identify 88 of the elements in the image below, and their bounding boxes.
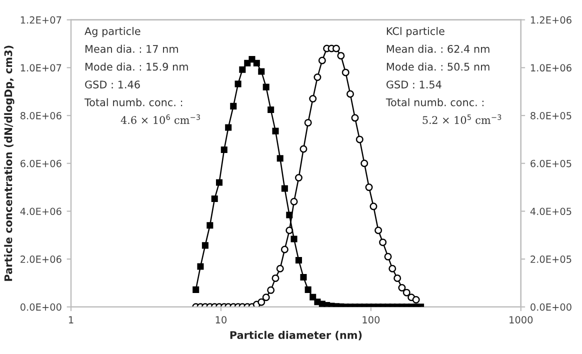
point (290, 236, 298, 242)
point (262, 294, 270, 302)
point (197, 263, 204, 270)
point (234, 80, 242, 88)
annotation: 5.2 × 10$^{5}$ cm$^{−3}$ (422, 114, 502, 124)
point (267, 286, 275, 294)
point (342, 68, 350, 76)
x-tick-label: 100 (362, 316, 380, 324)
point (412, 296, 420, 304)
point (295, 257, 302, 264)
point (360, 160, 368, 168)
point (272, 274, 280, 282)
point (244, 60, 251, 66)
x-tick-label: 1 (68, 316, 74, 324)
point (248, 56, 256, 63)
point (216, 179, 223, 186)
point (356, 136, 364, 144)
point (384, 252, 392, 260)
point (230, 102, 237, 110)
point (286, 212, 293, 218)
annotation: Total numb. conc. : (84, 98, 182, 106)
point (394, 274, 402, 282)
annotation: GSD : 1.46 (85, 80, 140, 88)
y-tick-label: 1.2E+07 (20, 16, 62, 24)
point (310, 294, 316, 300)
point (225, 124, 232, 131)
point (280, 246, 288, 254)
annotation: Ag particle (84, 27, 140, 38)
point (374, 226, 382, 234)
y2-tick-label: 6.0E+05 (530, 160, 572, 168)
point (276, 155, 284, 162)
y-axis-title: Particle concentration (dN/dlogDp, cm3) (4, 46, 14, 281)
point (370, 202, 378, 210)
point (290, 198, 298, 206)
point (211, 196, 218, 202)
y2-tick-label: 1.2E+06 (530, 16, 572, 24)
annotation: Mode dia. : 15.9 nm (86, 62, 188, 71)
y-tick-label: 1.0E+07 (20, 64, 62, 72)
point (346, 90, 354, 98)
y2-tick-label: 8.0E+05 (530, 112, 572, 120)
y-tick-label: 8.0E+06 (20, 112, 62, 120)
annotation: Mean dia. : 17 nm (86, 44, 178, 53)
y-tick-label: 4.0E+06 (20, 208, 62, 216)
point (281, 185, 288, 192)
point (398, 284, 406, 292)
annotation: Total numb. conc. : (386, 98, 484, 106)
y-tick-label: 6.0E+06 (20, 160, 62, 168)
point (388, 264, 396, 272)
point (304, 118, 312, 126)
point (239, 66, 246, 73)
point (262, 84, 270, 90)
x-tick-label: 1000 (510, 316, 533, 324)
point (402, 288, 410, 296)
point (379, 238, 387, 246)
y-tick-label: 2.0E+06 (20, 256, 62, 263)
annotation: Mean dia. : 62.4 nm (386, 44, 490, 53)
x-axis-title: Particle diameter (nm) (230, 330, 362, 340)
point (332, 44, 340, 52)
point (253, 60, 260, 66)
point (300, 274, 307, 281)
point (314, 73, 322, 81)
y2-tick-label: 0.0E+00 (530, 303, 572, 311)
point (268, 106, 274, 114)
point (309, 95, 317, 103)
point (294, 174, 302, 182)
point (202, 242, 208, 249)
y-tick-label: 0.0E+00 (20, 303, 62, 311)
point (258, 68, 265, 75)
annotation: KCl particle (386, 27, 444, 38)
point (337, 52, 345, 60)
x-tick-label: 10 (216, 316, 227, 324)
y2-tick-label: 4.0E+05 (530, 208, 572, 216)
point (304, 286, 312, 293)
annotation: GSD : 1.54 (386, 80, 442, 88)
point (276, 264, 284, 272)
point (365, 184, 373, 192)
point (300, 145, 308, 153)
y2-tick-label: 1.0E+06 (530, 64, 572, 72)
y2-tick-label: 2.0E+05 (530, 256, 572, 263)
point (220, 146, 228, 153)
point (258, 298, 266, 306)
annotation: 4.6 × 10$^{6}$ cm$^{−3}$ (120, 114, 200, 124)
point (192, 286, 200, 293)
point (318, 56, 326, 64)
point (206, 222, 214, 229)
annotation: Mode dia. : 50.5 nm (386, 62, 490, 71)
point (351, 114, 359, 122)
point (272, 128, 279, 134)
